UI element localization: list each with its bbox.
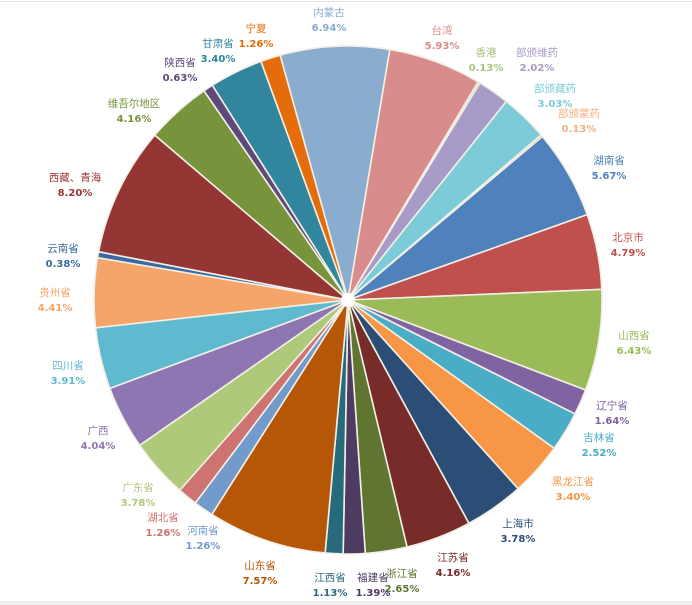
data-label: 山东省 7.57% bbox=[243, 559, 278, 589]
data-label-value: 4.04% bbox=[80, 441, 116, 452]
data-label-value: 1.26% bbox=[145, 528, 181, 539]
data-label: 河南省 1.26% bbox=[186, 524, 221, 554]
data-label-category: 广西 bbox=[87, 425, 109, 437]
data-label-category: 河南省 bbox=[187, 525, 219, 537]
data-label-value: 2.02% bbox=[519, 63, 555, 74]
data-label-value: 3.78% bbox=[120, 498, 156, 509]
data-label: 台湾 5.93% bbox=[425, 24, 460, 54]
data-label-value: 0.63% bbox=[162, 73, 198, 84]
data-label-category: 山西省 bbox=[618, 330, 650, 342]
data-label-category: 江苏省 bbox=[437, 552, 469, 564]
data-label-category: 维吾尔地区 bbox=[107, 98, 161, 110]
data-label-category: 吉林省 bbox=[583, 432, 615, 444]
data-label-category: 部颁维药 bbox=[516, 47, 558, 59]
data-label-value: 3.40% bbox=[200, 54, 236, 65]
data-label: 部颁藏药 3.03% bbox=[534, 82, 576, 112]
data-label-category: 甘肃省 bbox=[202, 38, 234, 50]
data-label-value: 5.67% bbox=[591, 171, 627, 182]
data-label-value: 0.13% bbox=[561, 124, 597, 135]
data-label-category: 贵州省 bbox=[39, 287, 71, 299]
data-label-category: 福建省 bbox=[357, 572, 389, 584]
data-label-category: 部颁蒙药 bbox=[558, 108, 600, 120]
data-label-category: 西藏、青海 bbox=[48, 172, 102, 184]
data-label: 黑龙江省 3.40% bbox=[552, 475, 594, 505]
pie-slice bbox=[279, 45, 391, 301]
data-label: 香港 0.13% bbox=[469, 46, 504, 76]
data-label-category: 台湾 bbox=[431, 25, 453, 37]
data-label-category: 部颁藏药 bbox=[534, 83, 576, 95]
data-label: 浙江省 2.65% bbox=[385, 567, 420, 597]
data-label-value: 8.20% bbox=[57, 188, 93, 199]
data-label: 部颁维药 2.02% bbox=[516, 46, 558, 76]
data-label-category: 广东省 bbox=[122, 482, 154, 494]
data-label-category: 内蒙古 bbox=[313, 7, 345, 19]
data-label: 辽宁省 1.64% bbox=[595, 399, 630, 429]
data-label-value: 1.13% bbox=[312, 588, 348, 599]
data-label-value: 6.43% bbox=[616, 346, 652, 357]
data-label-value: 1.39% bbox=[355, 588, 391, 599]
data-label: 部颁蒙药 0.13% bbox=[558, 107, 600, 137]
data-label-value: 1.26% bbox=[185, 541, 221, 552]
data-label: 北京市 4.79% bbox=[611, 231, 646, 261]
data-label: 陕西省 0.63% bbox=[163, 56, 198, 86]
pie-slice bbox=[210, 299, 349, 554]
pie-slice bbox=[97, 133, 351, 302]
data-label-category: 北京市 bbox=[612, 232, 644, 244]
data-label: 四川省 3.91% bbox=[51, 359, 86, 389]
data-label-value: 1.26% bbox=[238, 39, 274, 50]
data-label-value: 2.52% bbox=[581, 448, 617, 459]
data-label: 江西省 1.13% bbox=[313, 571, 348, 601]
data-label-value: 3.40% bbox=[555, 492, 591, 503]
data-label: 贵州省 4.41% bbox=[38, 286, 73, 316]
data-label-value: 2.65% bbox=[384, 584, 420, 595]
data-label: 江苏省 4.16% bbox=[436, 551, 471, 581]
data-label-value: 1.64% bbox=[594, 416, 630, 427]
data-label-value: 0.13% bbox=[468, 63, 504, 74]
pie-slice bbox=[259, 54, 349, 301]
data-label-value: 3.03% bbox=[537, 99, 573, 110]
data-label-category: 宁夏 bbox=[245, 23, 267, 35]
data-label-value: 7.57% bbox=[242, 576, 278, 587]
data-label-category: 辽宁省 bbox=[596, 400, 628, 412]
data-label: 湖北省 1.26% bbox=[146, 511, 181, 541]
data-label: 广西 4.04% bbox=[81, 424, 116, 454]
data-label-category: 湖北省 bbox=[147, 512, 179, 524]
data-label: 吉林省 2.52% bbox=[582, 431, 617, 461]
data-label-value: 4.16% bbox=[435, 568, 471, 579]
data-label: 维吾尔地区 4.16% bbox=[108, 97, 161, 127]
data-label-value: 4.79% bbox=[610, 248, 646, 259]
pie-center-highlight bbox=[341, 293, 355, 307]
data-label-value: 4.16% bbox=[116, 114, 152, 125]
data-label: 西藏、青海 8.20% bbox=[49, 171, 102, 201]
data-label: 山西省 6.43% bbox=[617, 329, 652, 359]
data-label-value: 3.91% bbox=[50, 376, 86, 387]
data-label-value: 4.41% bbox=[37, 303, 73, 314]
data-label-value: 5.93% bbox=[424, 41, 460, 52]
data-label-category: 江西省 bbox=[314, 572, 346, 584]
data-label-value: 6.94% bbox=[311, 23, 347, 34]
data-label: 福建省 1.39% bbox=[356, 571, 391, 601]
data-label-category: 云南省 bbox=[47, 243, 79, 255]
data-label: 内蒙古 6.94% bbox=[312, 6, 347, 36]
data-label: 上海市 3.78% bbox=[501, 517, 536, 547]
data-label-category: 山东省 bbox=[244, 560, 276, 572]
data-label-category: 浙江省 bbox=[386, 568, 418, 580]
data-label: 云南省 0.38% bbox=[46, 242, 81, 272]
data-label-value: 0.38% bbox=[45, 259, 81, 270]
data-label-category: 上海市 bbox=[502, 518, 534, 530]
frame-bottom-border bbox=[0, 601, 692, 605]
data-label-category: 黑龙江省 bbox=[552, 476, 594, 488]
data-label-category: 香港 bbox=[475, 47, 497, 59]
data-label: 湖南省 5.67% bbox=[592, 154, 627, 184]
data-label-value: 3.78% bbox=[500, 534, 536, 545]
frame-top-border bbox=[0, 1, 692, 2]
data-label-category: 湖南省 bbox=[593, 155, 625, 167]
data-label: 广东省 3.78% bbox=[121, 481, 156, 511]
data-label: 宁夏 1.26% bbox=[239, 22, 274, 52]
data-label-category: 陕西省 bbox=[164, 57, 196, 69]
data-label: 甘肃省 3.40% bbox=[201, 37, 236, 67]
data-label-category: 四川省 bbox=[52, 360, 84, 372]
